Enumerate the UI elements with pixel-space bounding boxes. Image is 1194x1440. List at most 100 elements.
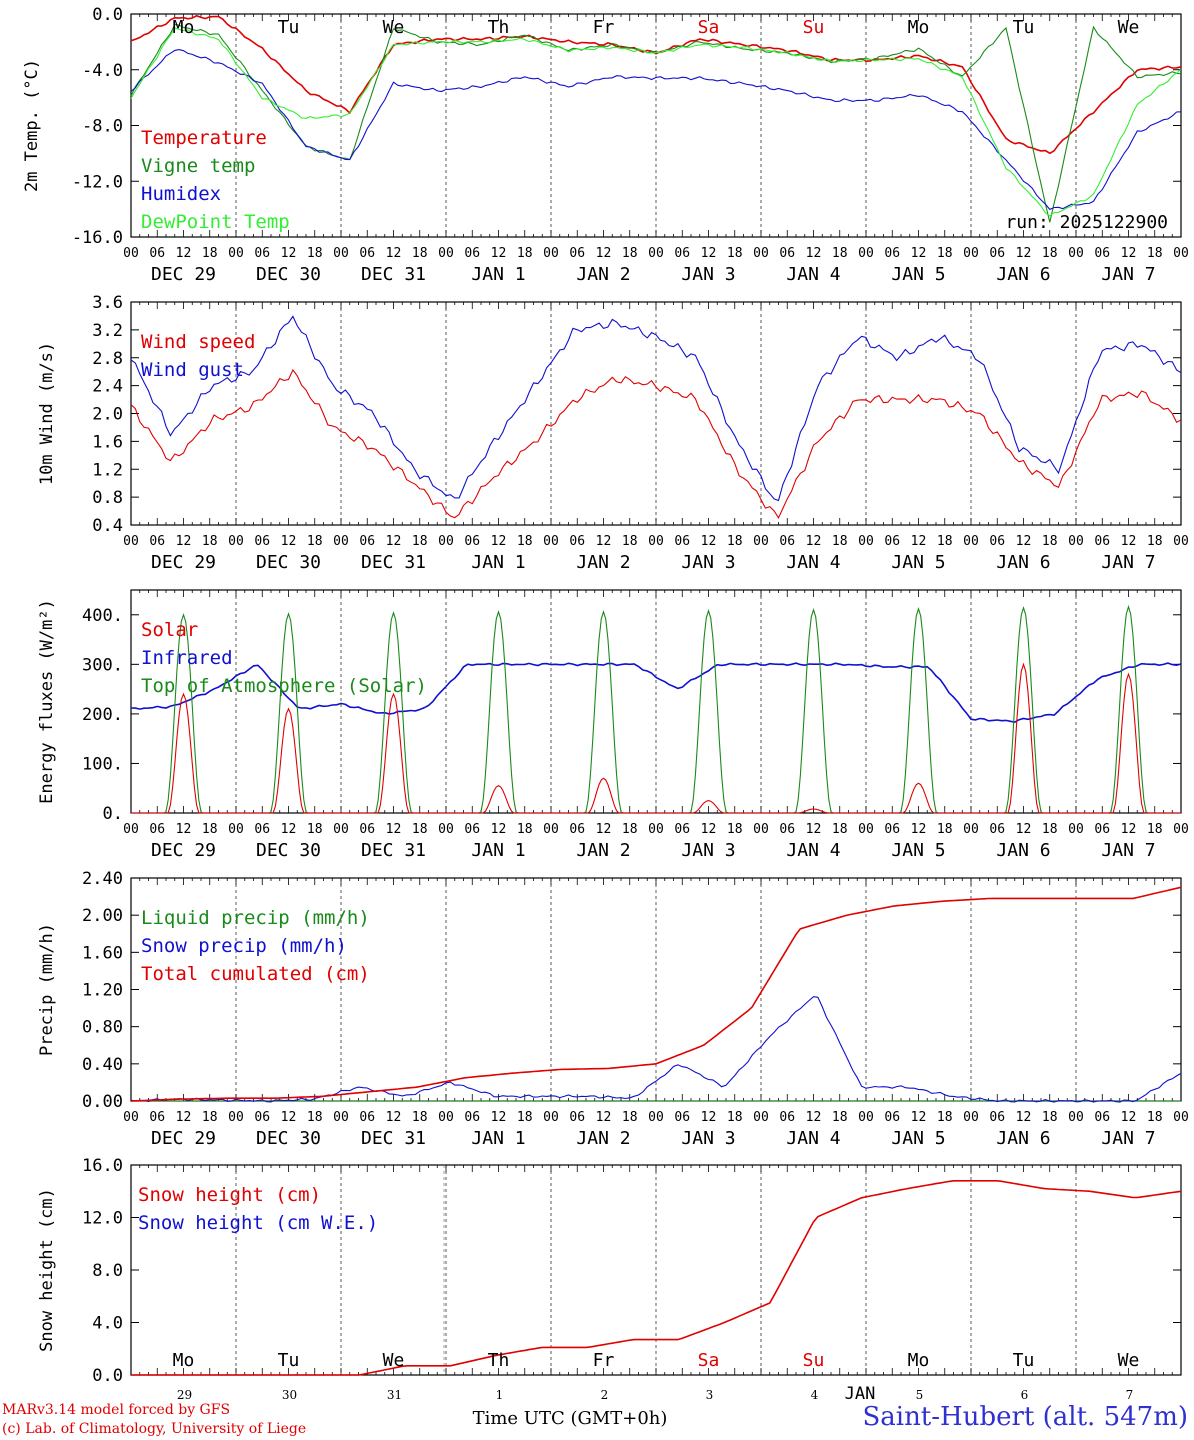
y-tick-label: 3.2 [92, 321, 123, 341]
hour-label: 12 [491, 1110, 507, 1125]
panel-1: 0.0 -4.0 -8.0 -12.0 -16.0 2m Temp. (°C) 00 06 12… [22, 5, 1189, 285]
date-label: DEC 31 [361, 552, 426, 573]
hour-label: 00 [1068, 1110, 1084, 1125]
y-axis-label: Energy fluxes (W/m²) [37, 599, 57, 804]
hour-label: 18 [1042, 822, 1058, 837]
legend-entry: Infrared [141, 647, 233, 669]
weekday-label: Mo [908, 1350, 930, 1371]
hour-label: 12 [1016, 1110, 1032, 1125]
date-label: JAN 1 [471, 840, 525, 861]
station-name: Saint-Hubert (alt. 547m) [862, 1402, 1188, 1432]
hour-label: 18 [202, 246, 218, 261]
hour-label: 06 [1094, 822, 1110, 837]
y-tick-label: 0.0 [92, 5, 123, 25]
y-tick-label: 4.0 [92, 1314, 123, 1334]
hour-label: 06 [989, 534, 1005, 549]
hour-label: 00 [753, 1110, 769, 1125]
hour-label: 12 [386, 822, 402, 837]
date-label: JAN 4 [786, 264, 840, 285]
hour-label: 00 [228, 534, 244, 549]
hour-label: 06 [779, 246, 795, 261]
hour-label: 18 [307, 822, 323, 837]
hour-label: 06 [884, 1110, 900, 1125]
hour-label: 12 [281, 246, 297, 261]
date-label: DEC 30 [256, 264, 321, 285]
date-label: JAN 5 [891, 1128, 945, 1149]
hour-label: 12 [806, 822, 822, 837]
hour-label: 06 [1094, 1110, 1110, 1125]
hour-label: 06 [779, 1110, 795, 1125]
x-axis-label: Time UTC (GMT+0h) [473, 1408, 668, 1429]
weekday-label: Tu [278, 17, 300, 38]
hour-label: 06 [359, 822, 375, 837]
y-tick-label: 300. [82, 655, 123, 675]
hour-label: 00 [123, 1110, 139, 1125]
hour-label: 18 [307, 1110, 323, 1125]
hour-label: 06 [884, 822, 900, 837]
y-axis-label: Snow height (cm) [37, 1188, 57, 1352]
weekday-label: Th [488, 17, 510, 38]
weekday-label: Sa [698, 1350, 720, 1371]
hour-label: 12 [1016, 822, 1032, 837]
legend-entry: Total cumulated (cm) [141, 963, 370, 985]
hour-label: 00 [438, 534, 454, 549]
hour-label: 12 [386, 534, 402, 549]
legend-entry: Temperature [141, 127, 267, 149]
panel-3: 400. 300. 200. 100. 0. Energy fluxes (W/m²) 00… [37, 589, 1189, 861]
hour-label: 00 [543, 246, 559, 261]
date-label: DEC 30 [256, 552, 321, 573]
legend-entry: Top of Atmosphere (Solar) [141, 675, 427, 697]
date-label: JAN 2 [576, 264, 630, 285]
month-label: JAN [845, 1384, 876, 1404]
series-line [131, 1180, 1182, 1376]
hour-label: 12 [596, 1110, 612, 1125]
hour-label: 06 [254, 534, 270, 549]
legend-entry: Wind speed [141, 331, 255, 353]
hour-label: 06 [884, 534, 900, 549]
date-label: JAN 6 [996, 264, 1050, 285]
hour-label: 18 [622, 246, 638, 261]
y-tick-label: 3.6 [92, 293, 123, 313]
hour-label: 00 [333, 534, 349, 549]
hour-label: 18 [622, 534, 638, 549]
y-tick-label: 0.00 [82, 1092, 123, 1112]
hour-label: 06 [674, 822, 690, 837]
hour-label: 12 [701, 1110, 717, 1125]
hour-label: 06 [254, 246, 270, 261]
date-label: JAN 6 [996, 840, 1050, 861]
weekday-label: We [383, 1350, 405, 1371]
date-label: JAN 7 [1101, 1128, 1155, 1149]
hour-label: 18 [832, 534, 848, 549]
y-tick-label: 0.80 [82, 1018, 123, 1038]
date-label: JAN 7 [1101, 264, 1155, 285]
hour-label: 00 [1173, 822, 1189, 837]
date-label: DEC 31 [361, 264, 426, 285]
hour-label: 06 [359, 246, 375, 261]
hour-label: 00 [543, 1110, 559, 1125]
hour-label: 18 [412, 534, 428, 549]
hour-label: 18 [307, 534, 323, 549]
hour-label: 00 [753, 822, 769, 837]
hour-label: 12 [806, 534, 822, 549]
y-tick-label: 1.60 [82, 943, 123, 963]
date-label: DEC 31 [361, 840, 426, 861]
series-line [130, 368, 1182, 520]
hour-label: 00 [1068, 246, 1084, 261]
hour-label: 00 [333, 246, 349, 261]
hour-label: 18 [1042, 1110, 1058, 1125]
hour-label: 06 [779, 822, 795, 837]
hour-label: 12 [1121, 1110, 1137, 1125]
y-tick-label: 200. [82, 705, 123, 725]
hour-label: 18 [727, 534, 743, 549]
hour-label: 18 [727, 246, 743, 261]
y-tick-label: 0.8 [92, 488, 123, 508]
y-axis-label: 2m Temp. (°C) [22, 59, 42, 192]
hour-label: 06 [254, 822, 270, 837]
hour-label: 18 [1042, 534, 1058, 549]
y-tick-label: 100. [82, 754, 123, 774]
hour-label: 00 [123, 822, 139, 837]
weekday-label: We [1118, 17, 1140, 38]
panel-2: 3.6 3.2 2.8 2.4 2.0 1.6 1.2 0.8 0.4 10m Wind (m/s… [37, 293, 1189, 573]
hour-label: 18 [202, 1110, 218, 1125]
hour-label: 12 [701, 246, 717, 261]
